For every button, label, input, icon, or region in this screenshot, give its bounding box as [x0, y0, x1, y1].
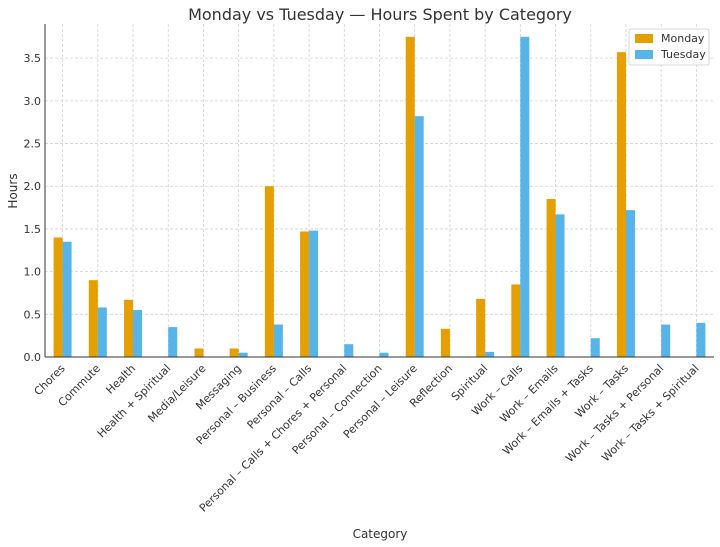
bar-tuesday	[344, 344, 354, 357]
bar-tuesday	[379, 352, 389, 357]
bar-monday	[405, 36, 415, 358]
y-axis-label: Hours	[6, 173, 20, 208]
bar-monday	[88, 280, 98, 357]
bar-tuesday	[555, 214, 565, 357]
bar-tuesday	[590, 338, 600, 357]
bar-tuesday	[133, 310, 143, 357]
legend-swatch-monday	[635, 34, 653, 43]
y-tick-label: 0.0	[24, 351, 42, 364]
y-tick-label: 1.5	[24, 223, 42, 236]
bar-monday	[53, 237, 63, 357]
bar-monday	[124, 299, 134, 357]
chart-title: Monday vs Tuesday — Hours Spent by Categ…	[188, 5, 572, 24]
legend-label-tuesday: Tuesday	[660, 48, 706, 61]
bar-tuesday	[309, 230, 319, 357]
bar-tuesday	[62, 241, 72, 357]
y-tick-label: 2.5	[24, 138, 42, 151]
bar-tuesday	[696, 322, 706, 357]
bar-tuesday	[625, 210, 635, 357]
y-tick-label: 3.5	[24, 52, 42, 65]
bar-tuesday	[520, 36, 530, 358]
y-tick-label: 0.5	[24, 308, 42, 321]
x-tick-label: Health	[103, 362, 138, 397]
bar-monday	[264, 186, 274, 357]
y-tick-label: 3.0	[24, 95, 42, 108]
grid-lines	[45, 24, 714, 357]
bar-tuesday	[485, 351, 495, 357]
bar-monday	[616, 52, 626, 358]
legend-swatch-tuesday	[635, 50, 653, 59]
x-axis-label: Category	[353, 527, 408, 541]
bar-monday	[476, 298, 486, 357]
bar-tuesday	[97, 307, 107, 357]
bar-monday	[546, 199, 556, 357]
bar-monday	[300, 231, 310, 357]
bar-tuesday	[273, 324, 283, 357]
y-tick-labels: 0.0 0.5 1.0 1.5 2.0 2.5 3.0 3.5	[24, 52, 42, 364]
bar-monday	[511, 284, 521, 357]
x-tick-label: Personal – Calls	[245, 362, 315, 432]
bars	[53, 36, 706, 358]
legend-label-monday: Monday	[661, 32, 705, 45]
bar-tuesday	[414, 116, 424, 357]
bar-tuesday	[168, 327, 178, 357]
y-tick-label: 2.0	[24, 180, 42, 193]
bar-tuesday	[661, 324, 671, 357]
bar-monday	[229, 348, 239, 357]
bar-monday	[194, 348, 204, 357]
y-tick-label: 1.0	[24, 266, 42, 279]
bar-tuesday	[238, 352, 248, 357]
bar-monday	[440, 328, 450, 357]
legend: Monday Tuesday	[628, 28, 710, 66]
